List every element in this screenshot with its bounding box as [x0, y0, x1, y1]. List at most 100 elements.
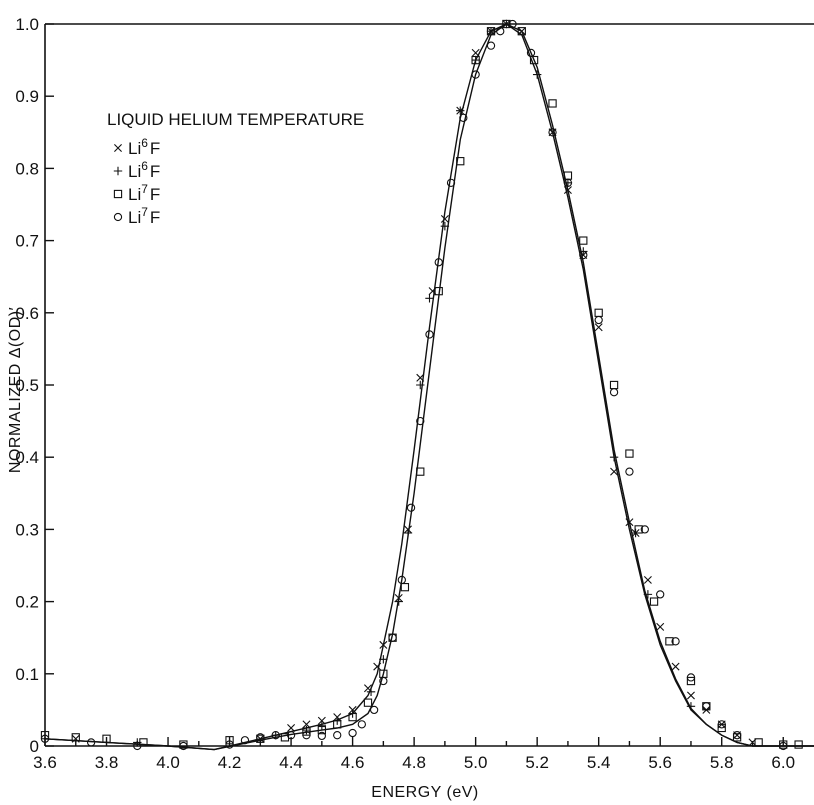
data-point-circle — [508, 19, 517, 29]
x-axis-title: ENERGY (eV) — [371, 784, 478, 801]
fit-curve-1 — [44, 23, 814, 751]
data-point-circle — [286, 731, 296, 740]
data-point-circle — [425, 330, 434, 339]
legend-marker-+ — [113, 166, 123, 176]
x-tick-label: 4.6 — [341, 753, 365, 772]
data-point-circle — [40, 734, 50, 743]
legend-marker-square — [113, 189, 123, 199]
x-tick-label: 5.8 — [710, 753, 734, 772]
data-point-+ — [686, 702, 696, 711]
x-tick-label: 5.0 — [464, 753, 488, 772]
legend-entry-label: Li6 F — [128, 136, 160, 158]
y-tick-label: 0.8 — [15, 159, 39, 178]
data-point-x — [594, 323, 603, 332]
data-point-circle — [434, 258, 443, 267]
data-point-square — [717, 723, 726, 733]
data-point-square — [754, 738, 763, 747]
data-point-circle — [779, 741, 788, 751]
data-point-square — [665, 637, 674, 646]
data-point-circle — [133, 741, 142, 751]
y-tick-label: 0 — [30, 737, 39, 756]
data-point-square — [529, 55, 539, 65]
y-tick-label: 0.9 — [15, 87, 39, 106]
data-point-circle — [702, 702, 711, 711]
data-point-+ — [379, 655, 388, 664]
data-point-square — [40, 731, 50, 740]
x-tick-label: 5.4 — [587, 753, 611, 772]
y-tick-label: 1.0 — [15, 15, 39, 34]
data-point-x — [610, 467, 619, 476]
legend-marker-x — [114, 144, 122, 152]
data-point-circle — [302, 731, 311, 740]
data-point-square — [732, 733, 742, 742]
x-tick-label: 4.8 — [402, 753, 426, 772]
x-tick-label: 4.2 — [218, 753, 242, 772]
y-tick-label: 0.3 — [15, 520, 39, 539]
legend-marker-circle — [113, 212, 123, 222]
data-point-x — [656, 622, 665, 631]
data-point-circle — [397, 575, 406, 585]
data-point-circle — [594, 315, 603, 325]
x-tick-label: 3.8 — [95, 753, 119, 772]
data-point-+ — [394, 597, 403, 606]
data-point-square — [471, 55, 480, 65]
data-point-square — [363, 698, 373, 707]
data-point-+ — [471, 55, 480, 65]
data-point-+ — [366, 687, 376, 697]
data-point-square — [686, 676, 696, 686]
data-point-square — [139, 738, 148, 747]
data-point-square — [348, 712, 357, 722]
data-point-circle — [271, 731, 280, 740]
data-point-circle — [416, 416, 425, 426]
data-point-square — [317, 725, 326, 735]
data-point-square — [649, 597, 659, 606]
data-point-square — [225, 736, 234, 745]
data-point-circle — [256, 733, 265, 742]
data-point-+ — [643, 590, 653, 599]
data-point-x — [256, 734, 265, 743]
data-point-square — [456, 157, 465, 166]
data-point-circle — [225, 740, 234, 749]
data-point-square — [416, 467, 425, 476]
data-point-circle — [548, 128, 557, 137]
fit-curve-2 — [44, 23, 814, 751]
fitted-curves — [44, 23, 814, 751]
data-point-square — [434, 286, 443, 296]
data-point-circle — [406, 503, 416, 512]
y-tick-label: 0.4 — [15, 448, 39, 467]
data-point-x — [643, 575, 652, 584]
data-point-circle — [388, 633, 397, 642]
x-tick-label: 4.0 — [156, 753, 180, 772]
data-point-x — [625, 518, 634, 527]
data-point-square — [517, 27, 526, 36]
data-point-circle — [317, 731, 326, 741]
x-tick-label: 5.2 — [525, 753, 549, 772]
data-point-+ — [532, 70, 542, 79]
data-point-square — [548, 99, 557, 108]
data-point-x — [686, 691, 695, 700]
data-point-x — [373, 662, 382, 671]
legend-entry-label: Li7 F — [128, 182, 160, 204]
data-point-circle — [348, 728, 357, 738]
data-point-circle — [579, 250, 588, 260]
data-point-x — [379, 640, 388, 649]
data-point-circle — [609, 388, 619, 397]
data-point-square — [400, 583, 410, 592]
x-tick-label: 4.4 — [279, 753, 303, 772]
data-point-x — [363, 684, 372, 693]
data-point-circle — [640, 525, 649, 534]
data-point-x — [416, 373, 425, 382]
y-tick-label: 0.1 — [15, 665, 39, 684]
legend-entry-label: Li7 F — [128, 205, 160, 227]
data-point-circle — [379, 676, 388, 686]
data-point-+ — [486, 27, 496, 36]
x-tick-label: 6.0 — [771, 753, 795, 772]
data-point-circle — [486, 41, 496, 50]
data-point-x — [302, 720, 311, 729]
data-point-+ — [271, 730, 280, 740]
data-point-circle — [496, 27, 505, 36]
data-point-+ — [317, 721, 327, 730]
data-point-+ — [456, 106, 465, 115]
